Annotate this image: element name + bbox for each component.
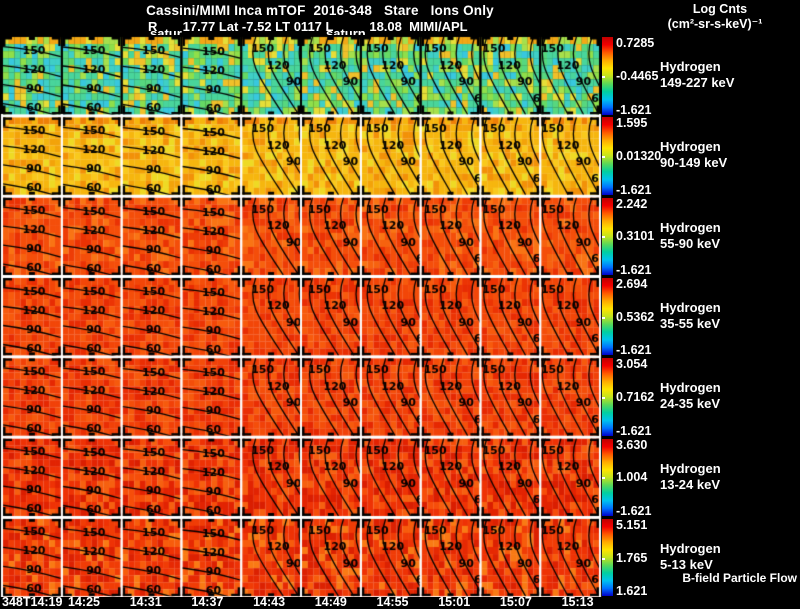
row-species-label: Hydrogen: [660, 299, 721, 315]
time-axis-tick: 14:25: [68, 595, 100, 609]
time-axis-tick: 15:13: [561, 595, 594, 609]
colorbar: [602, 358, 613, 436]
time-axis-tick: 14:37: [191, 595, 224, 609]
bfield-flow-annotation: B-field Particle Flow: [682, 571, 797, 585]
row-species-label: Hydrogen: [660, 380, 721, 396]
colorbar-tick: [602, 316, 605, 319]
time-axis-tick: 14:49: [314, 595, 347, 609]
colorbar: [602, 37, 613, 115]
colorbar-tick: [602, 236, 605, 239]
colorbar-mid-value: 0.3101: [616, 229, 655, 244]
colorbar-mid-value: 1.765: [616, 550, 648, 565]
colorbar-max-value: 1.595: [616, 116, 648, 131]
page-title: Cassini/MIMI Inca mTOF 2016-348 Stare Io…: [146, 3, 494, 18]
colorbar-mid-value: 1.004: [616, 470, 648, 485]
row-energy-label: 90-149 keV: [660, 155, 728, 171]
colorbar-tick: [602, 75, 605, 78]
colorbar-mid-value: -0.4465: [616, 68, 659, 83]
time-axis-tick: 15:07: [499, 595, 532, 609]
colorbar-tick: [602, 557, 605, 560]
ephemeris-readout: R 17.77 Lat -7.52 LT 0117 L 18.08 MIMI/A…: [148, 19, 468, 34]
colorbar: [602, 117, 613, 195]
colorbar-units-formula: (cm²-sr-s-keV)⁻¹: [667, 17, 763, 31]
colorbar: [602, 277, 613, 356]
spectrogram-grid: [0, 35, 602, 597]
colorbar-mid-value: 0.7162: [616, 389, 655, 404]
colorbar: [602, 518, 613, 597]
row-species-label: Hydrogen: [660, 139, 721, 155]
row-energy-label: 24-35 keV: [660, 396, 720, 412]
row-energy-label: 149-227 keV: [660, 75, 735, 90]
colorbar-min-value: -1.621: [616, 263, 652, 278]
time-axis-tick: 14:55: [376, 595, 409, 609]
colorbar-max-value: 5.151: [616, 517, 648, 532]
colorbar-max-value: 2.242: [616, 196, 648, 211]
colorbar-min-value: -1.621: [616, 343, 652, 358]
colorbar-tick: [602, 156, 605, 159]
colorbar-tick: [602, 396, 605, 399]
row-energy-label: 55-90 keV: [660, 235, 720, 251]
colorbar-min-value: -1.621: [616, 504, 652, 518]
colorbar: [602, 197, 613, 276]
row-species-label: Hydrogen: [660, 540, 721, 556]
time-axis-tick: 15:01: [438, 595, 471, 609]
colorbar-min-value: 1.621: [616, 584, 648, 599]
colorbar-mid-value: 0.01320: [616, 149, 662, 164]
colorbar-max-value: 3.630: [616, 437, 648, 452]
colorbar-tick: [602, 477, 605, 480]
colorbar-max-value: 0.7285: [616, 36, 655, 50]
row-species-label: Hydrogen: [660, 219, 721, 235]
colorbar-max-value: 2.694: [616, 276, 648, 291]
time-axis-tick: 348T14:19: [2, 595, 63, 609]
time-axis-tick: 14:31: [129, 595, 162, 609]
colorbar-min-value: -1.621: [616, 102, 652, 117]
row-energy-label: 5-13 keV: [660, 556, 713, 572]
colorbar-min-value: -1.621: [616, 182, 652, 197]
row-energy-label: 13-24 keV: [660, 476, 720, 492]
colorbar: [602, 438, 613, 516]
row-energy-label: 35-55 keV: [660, 315, 720, 331]
colorbar-mid-value: 0.5362: [616, 309, 655, 324]
colorbar-min-value: -1.621: [616, 423, 652, 438]
time-axis-tick: 14:43: [253, 595, 286, 609]
row-species-label: Hydrogen: [660, 59, 721, 74]
colorbar-units-title: Log Cnts: [692, 2, 748, 16]
row-species-label: Hydrogen: [660, 460, 721, 476]
colorbar-max-value: 3.054: [616, 357, 648, 372]
